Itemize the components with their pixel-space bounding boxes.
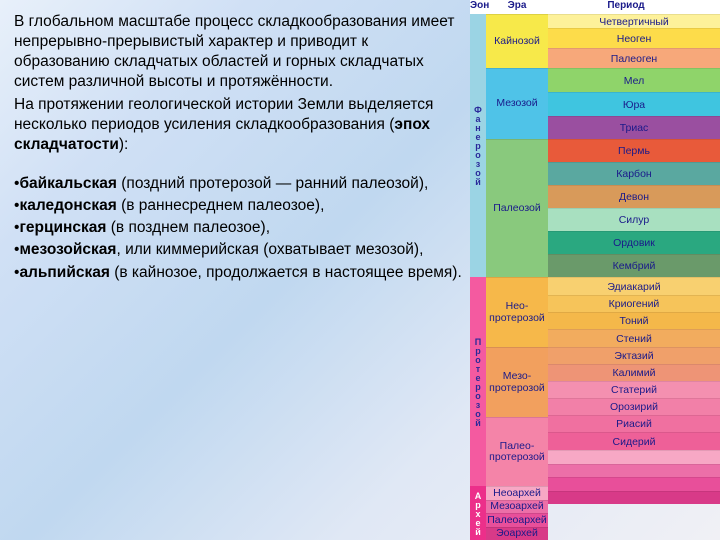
main-text-column: В глобальном масштабе процесс складкообр… [0, 0, 470, 540]
b2-a: каледонская [19, 197, 116, 214]
period-cell: Калимий [548, 364, 720, 381]
era-cell: Палеозой [486, 139, 548, 277]
hdr-era: Эра [486, 0, 548, 14]
period-cell: Тоний [548, 312, 720, 329]
period-cell: Неоген [548, 28, 720, 48]
era-cell: Кайнозой [486, 14, 548, 68]
b5-b: (в кайнозое, продолжается в настоящее вр… [110, 264, 462, 281]
period-cell: Палеоген [548, 48, 720, 68]
period-cell: Стений [548, 329, 720, 347]
bullet-3: •герцинская (в позднем палеозое), [14, 218, 462, 238]
era-cell: Эоархей [486, 527, 548, 540]
hdr-eon: Эон [470, 0, 486, 14]
period-cell: Эктазий [548, 347, 720, 364]
paragraph-2: На протяжении геологической истории Земл… [14, 95, 462, 155]
period-cell: Статерий [548, 381, 720, 398]
era-cell: Палеоархей [486, 513, 548, 527]
period-cell: Карбон [548, 162, 720, 185]
period-cell: Эдиакарий [548, 277, 720, 295]
eon-cell: Протерозой [470, 277, 486, 486]
period-cell [548, 464, 720, 477]
era-cell: Мезоархей [486, 500, 548, 513]
bullet-5: •альпийская (в кайнозое, продолжается в … [14, 263, 462, 283]
period-cell [548, 450, 720, 464]
period-cell: Криогений [548, 295, 720, 312]
bullet-4: •мезозойская, или киммерийская (охватыва… [14, 240, 462, 260]
period-cell: Пермь [548, 139, 720, 162]
period-cell [548, 491, 720, 504]
b2-b: (в раннесреднем палеозое), [117, 197, 325, 214]
era-column: КайнозойМезозойПалеозойНео-протерозойМез… [486, 14, 548, 540]
period-cell: Силур [548, 208, 720, 231]
period-column: ЧетвертичныйНеогенПалеогенМелЮраТриасПер… [548, 14, 720, 540]
p2-b: ): [119, 136, 128, 153]
chart-body: ФанерозойПротерозойАрхей КайнозойМезозой… [470, 14, 720, 540]
era-cell: Мезозой [486, 68, 548, 139]
era-cell: Неоархей [486, 486, 548, 500]
eon-column: ФанерозойПротерозойАрхей [470, 14, 486, 540]
period-cell: Кембрий [548, 254, 720, 277]
chart-header: Эон Эра Период [470, 0, 720, 14]
era-cell: Мезо-протерозой [486, 347, 548, 417]
hdr-period: Период [548, 0, 704, 14]
period-cell: Риасий [548, 415, 720, 432]
period-cell: Триас [548, 116, 720, 139]
period-cell [548, 477, 720, 491]
period-cell: Мел [548, 68, 720, 92]
period-cell: Четвертичный [548, 14, 720, 28]
period-cell: Девон [548, 185, 720, 208]
period-cell: Ордовик [548, 231, 720, 254]
bullet-2: •каледонская (в раннесреднем палеозое), [14, 196, 462, 216]
b3-b: (в позднем палеозое), [106, 219, 270, 236]
b4-a: мезозойская [19, 241, 116, 258]
period-cell: Сидерий [548, 432, 720, 450]
paragraph-1: В глобальном масштабе процесс складкообр… [14, 12, 462, 93]
b5-a: альпийская [19, 264, 109, 281]
b3-a: герцинская [19, 219, 106, 236]
geologic-timescale: Эон Эра Период ФанерозойПротерозойАрхей … [470, 0, 720, 540]
bullet-1: •байкальская (поздний протерозой — ранни… [14, 174, 462, 194]
b4-b: , или киммерийская (охватывает мезозой), [116, 241, 423, 258]
period-cell: Орозирий [548, 398, 720, 415]
eon-cell: Архей [470, 486, 486, 540]
b1-a: байкальская [19, 175, 117, 192]
b1-b: (поздний протерозой — ранний палеозой), [117, 175, 428, 192]
eon-cell: Фанерозой [470, 14, 486, 277]
era-cell: Нео-протерозой [486, 277, 548, 347]
era-cell: Палео-протерозой [486, 417, 548, 486]
p2-a: На протяжении геологической истории Земл… [14, 96, 433, 133]
period-cell: Юра [548, 92, 720, 116]
